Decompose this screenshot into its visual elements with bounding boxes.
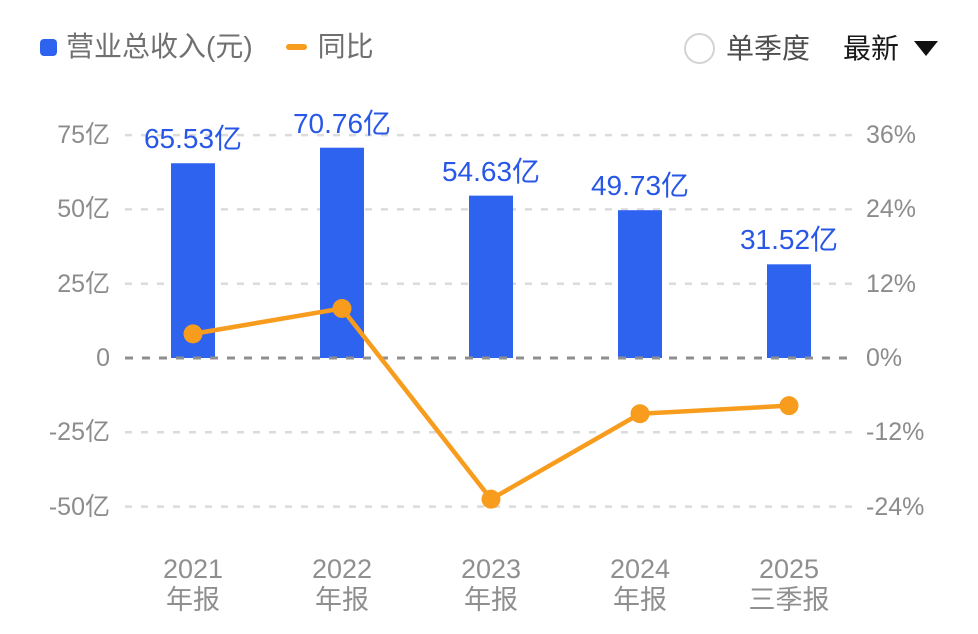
bar-value-label: 54.63亿: [441, 155, 541, 187]
left-axis-tick: 25亿: [57, 269, 110, 298]
x-axis-label-line: 2021: [162, 554, 224, 584]
yoy-dot-2024[interactable]: [630, 404, 650, 424]
single-quarter-label: 单季度: [725, 32, 810, 64]
chart-legend: 营业总收入(元) 同比: [40, 33, 374, 61]
x-axis-label-line: 2022: [311, 554, 373, 584]
report-period-dropdown[interactable]: 最新: [842, 32, 938, 64]
x-axis-label: 2022 年报: [257, 554, 427, 616]
single-quarter-radio[interactable]: 单季度: [683, 32, 810, 64]
x-axis-label-line: 年报: [315, 585, 369, 615]
x-axis-label-line: 年报: [613, 585, 667, 615]
right-axis-tick: 24%: [866, 195, 917, 224]
left-axis-tick: 0: [96, 344, 110, 372]
bar-value-label: 49.73亿: [590, 170, 690, 202]
legend-item-yoy[interactable]: 同比: [285, 31, 374, 62]
left-axis-tick: 75亿: [57, 121, 110, 150]
x-axis-label: 2025 三季报: [704, 554, 874, 616]
yoy-dot-2025[interactable]: [779, 396, 799, 416]
x-axis-label: 2024 年报: [555, 554, 725, 616]
right-axis-tick: -24%: [866, 492, 925, 521]
right-axis-tick: -12%: [866, 418, 925, 447]
revenue-bar-swatch-icon: [40, 38, 57, 56]
legend-item-revenue[interactable]: 营业总收入(元): [40, 33, 253, 61]
x-axis-label: 2021 年报: [108, 554, 278, 616]
caret-down-icon: [914, 41, 938, 56]
yoy-dot-2022[interactable]: [332, 298, 352, 318]
revenue-legend-label: 营业总收入(元): [66, 31, 253, 62]
chart-controls: 单季度 最新: [683, 32, 938, 64]
right-axis-tick: 0%: [866, 344, 903, 372]
x-axis-label-line: 2024: [609, 554, 671, 584]
revenue-bar-2024[interactable]: [618, 210, 662, 358]
left-axis-tick: -25亿: [48, 418, 110, 447]
revenue-bar-2023[interactable]: [469, 195, 513, 358]
revenue-bar-2025[interactable]: [767, 264, 811, 358]
right-axis-tick: 36%: [866, 121, 917, 150]
x-axis-label-line: 年报: [166, 585, 220, 615]
x-axis-label-line: 2023: [460, 554, 522, 584]
yoy-line-swatch-icon: [285, 44, 307, 50]
yoy-legend-label: 同比: [317, 31, 374, 62]
left-axis-tick: -50亿: [48, 492, 110, 521]
x-axis-label: 2023 年报: [406, 554, 576, 616]
x-axis-label-line: 2025: [758, 554, 820, 584]
radio-unchecked-icon[interactable]: [683, 33, 715, 64]
yoy-dot-2023[interactable]: [481, 489, 501, 509]
revenue-bar-2022[interactable]: [320, 147, 364, 358]
left-axis-tick: 50亿: [57, 195, 110, 224]
report-period-dropdown-value: 最新: [842, 32, 899, 64]
yoy-dot-2021[interactable]: [183, 324, 203, 344]
bar-value-label: 70.76亿: [292, 107, 392, 139]
bar-value-label: 31.52亿: [739, 224, 839, 256]
bar-value-label: 65.53亿: [143, 123, 243, 155]
x-axis-label-line: 年报: [464, 585, 518, 615]
right-axis-tick: 12%: [866, 269, 917, 298]
x-axis-label-line: 三季报: [748, 585, 830, 615]
